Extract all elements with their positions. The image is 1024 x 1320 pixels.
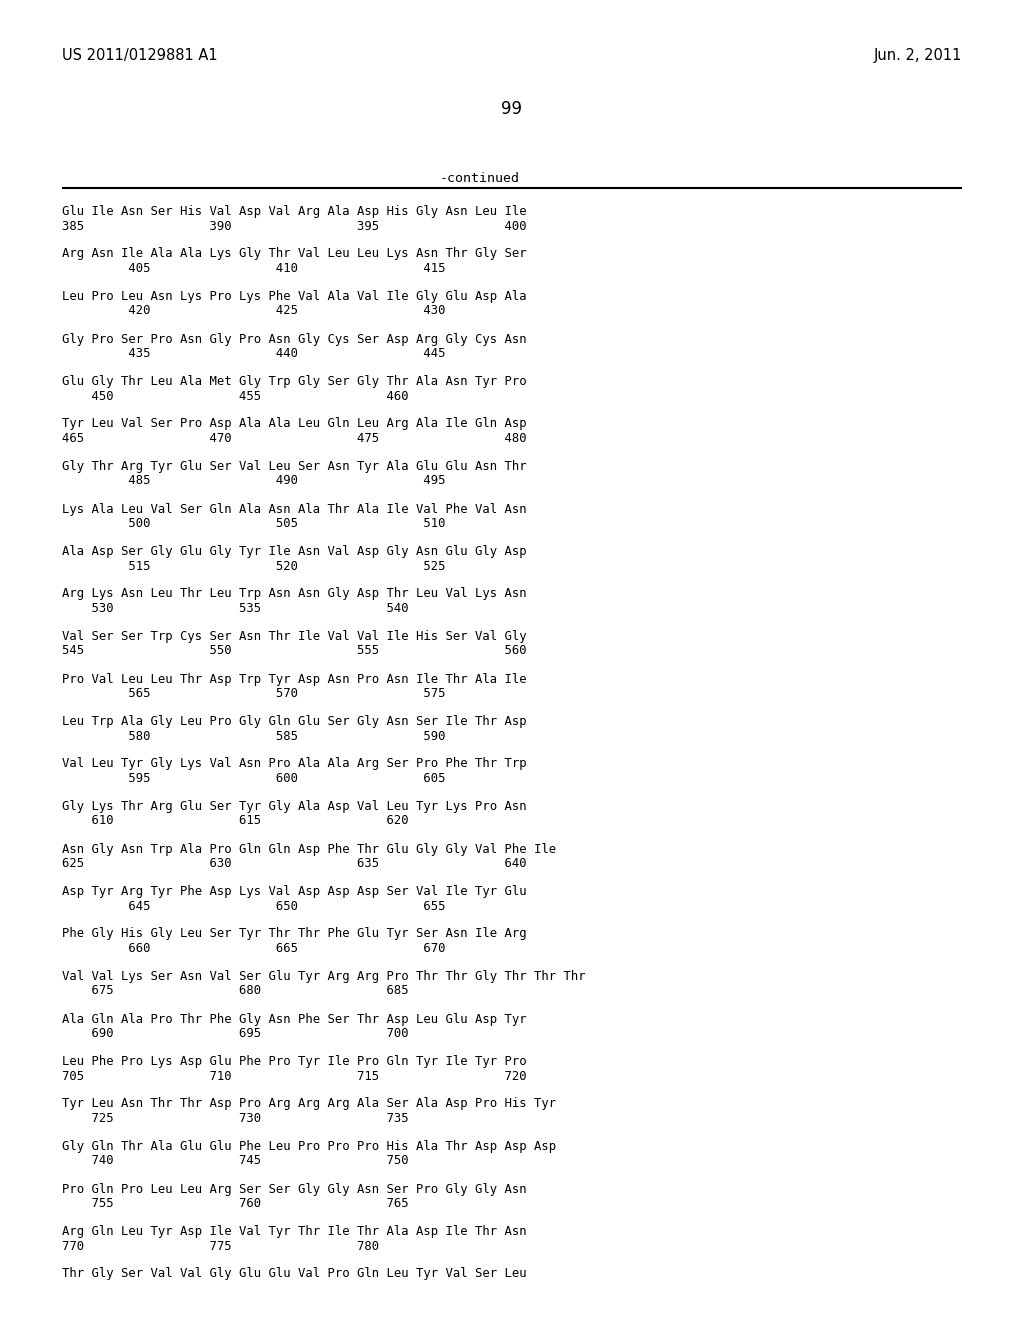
Text: 450                 455                 460: 450 455 460 <box>62 389 409 403</box>
Text: Gly Lys Thr Arg Glu Ser Tyr Gly Ala Asp Val Leu Tyr Lys Pro Asn: Gly Lys Thr Arg Glu Ser Tyr Gly Ala Asp … <box>62 800 526 813</box>
Text: Arg Gln Leu Tyr Asp Ile Val Tyr Thr Ile Thr Ala Asp Ile Thr Asn: Arg Gln Leu Tyr Asp Ile Val Tyr Thr Ile … <box>62 1225 526 1238</box>
Text: Thr Gly Ser Val Val Gly Glu Glu Val Pro Gln Leu Tyr Val Ser Leu: Thr Gly Ser Val Val Gly Glu Glu Val Pro … <box>62 1267 526 1280</box>
Text: Gly Gln Thr Ala Glu Glu Phe Leu Pro Pro Pro His Ala Thr Asp Asp Asp: Gly Gln Thr Ala Glu Glu Phe Leu Pro Pro … <box>62 1140 556 1152</box>
Text: Arg Lys Asn Leu Thr Leu Trp Asn Asn Gly Asp Thr Leu Val Lys Asn: Arg Lys Asn Leu Thr Leu Trp Asn Asn Gly … <box>62 587 526 601</box>
Text: US 2011/0129881 A1: US 2011/0129881 A1 <box>62 48 218 63</box>
Text: Val Leu Tyr Gly Lys Val Asn Pro Ala Ala Arg Ser Pro Phe Thr Trp: Val Leu Tyr Gly Lys Val Asn Pro Ala Ala … <box>62 758 526 771</box>
Text: 660                 665                 670: 660 665 670 <box>62 942 445 954</box>
Text: 580                 585                 590: 580 585 590 <box>62 730 445 742</box>
Text: Leu Pro Leu Asn Lys Pro Lys Phe Val Ala Val Ile Gly Glu Asp Ala: Leu Pro Leu Asn Lys Pro Lys Phe Val Ala … <box>62 290 526 304</box>
Text: 705                 710                 715                 720: 705 710 715 720 <box>62 1069 526 1082</box>
Text: 740                 745                 750: 740 745 750 <box>62 1155 409 1167</box>
Text: 755                 760                 765: 755 760 765 <box>62 1197 409 1210</box>
Text: 515                 520                 525: 515 520 525 <box>62 560 445 573</box>
Text: 610                 615                 620: 610 615 620 <box>62 814 409 828</box>
Text: 385                 390                 395                 400: 385 390 395 400 <box>62 219 526 232</box>
Text: 645                 650                 655: 645 650 655 <box>62 899 445 912</box>
Text: Lys Ala Leu Val Ser Gln Ala Asn Ala Thr Ala Ile Val Phe Val Asn: Lys Ala Leu Val Ser Gln Ala Asn Ala Thr … <box>62 503 526 516</box>
Text: Asp Tyr Arg Tyr Phe Asp Lys Val Asp Asp Asp Ser Val Ile Tyr Glu: Asp Tyr Arg Tyr Phe Asp Lys Val Asp Asp … <box>62 884 526 898</box>
Text: 625                 630                 635                 640: 625 630 635 640 <box>62 857 526 870</box>
Text: Tyr Leu Val Ser Pro Asp Ala Ala Leu Gln Leu Arg Ala Ile Gln Asp: Tyr Leu Val Ser Pro Asp Ala Ala Leu Gln … <box>62 417 526 430</box>
Text: 565                 570                 575: 565 570 575 <box>62 686 445 700</box>
Text: 530                 535                 540: 530 535 540 <box>62 602 409 615</box>
Text: Glu Gly Thr Leu Ala Met Gly Trp Gly Ser Gly Thr Ala Asn Tyr Pro: Glu Gly Thr Leu Ala Met Gly Trp Gly Ser … <box>62 375 526 388</box>
Text: Glu Ile Asn Ser His Val Asp Val Arg Ala Asp His Gly Asn Leu Ile: Glu Ile Asn Ser His Val Asp Val Arg Ala … <box>62 205 526 218</box>
Text: 500                 505                 510: 500 505 510 <box>62 517 445 531</box>
Text: Ala Asp Ser Gly Glu Gly Tyr Ile Asn Val Asp Gly Asn Glu Gly Asp: Ala Asp Ser Gly Glu Gly Tyr Ile Asn Val … <box>62 545 526 558</box>
Text: 675                 680                 685: 675 680 685 <box>62 985 409 998</box>
Text: 770                 775                 780: 770 775 780 <box>62 1239 379 1253</box>
Text: 485                 490                 495: 485 490 495 <box>62 474 445 487</box>
Text: Leu Phe Pro Lys Asp Glu Phe Pro Tyr Ile Pro Gln Tyr Ile Tyr Pro: Leu Phe Pro Lys Asp Glu Phe Pro Tyr Ile … <box>62 1055 526 1068</box>
Text: Val Val Lys Ser Asn Val Ser Glu Tyr Arg Arg Pro Thr Thr Gly Thr Thr Thr: Val Val Lys Ser Asn Val Ser Glu Tyr Arg … <box>62 970 586 983</box>
Text: 465                 470                 475                 480: 465 470 475 480 <box>62 432 526 445</box>
Text: Ala Gln Ala Pro Thr Phe Gly Asn Phe Ser Thr Asp Leu Glu Asp Tyr: Ala Gln Ala Pro Thr Phe Gly Asn Phe Ser … <box>62 1012 526 1026</box>
Text: Jun. 2, 2011: Jun. 2, 2011 <box>873 48 962 63</box>
Text: 420                 425                 430: 420 425 430 <box>62 305 445 318</box>
Text: Val Ser Ser Trp Cys Ser Asn Thr Ile Val Val Ile His Ser Val Gly: Val Ser Ser Trp Cys Ser Asn Thr Ile Val … <box>62 630 526 643</box>
Text: Tyr Leu Asn Thr Thr Asp Pro Arg Arg Arg Ala Ser Ala Asp Pro His Tyr: Tyr Leu Asn Thr Thr Asp Pro Arg Arg Arg … <box>62 1097 556 1110</box>
Text: Pro Val Leu Leu Thr Asp Trp Tyr Asp Asn Pro Asn Ile Thr Ala Ile: Pro Val Leu Leu Thr Asp Trp Tyr Asp Asn … <box>62 672 526 685</box>
Text: Arg Asn Ile Ala Ala Lys Gly Thr Val Leu Leu Lys Asn Thr Gly Ser: Arg Asn Ile Ala Ala Lys Gly Thr Val Leu … <box>62 248 526 260</box>
Text: 725                 730                 735: 725 730 735 <box>62 1111 409 1125</box>
Text: 405                 410                 415: 405 410 415 <box>62 261 445 275</box>
Text: Asn Gly Asn Trp Ala Pro Gln Gln Asp Phe Thr Glu Gly Gly Val Phe Ile: Asn Gly Asn Trp Ala Pro Gln Gln Asp Phe … <box>62 842 556 855</box>
Text: Phe Gly His Gly Leu Ser Tyr Thr Thr Phe Glu Tyr Ser Asn Ile Arg: Phe Gly His Gly Leu Ser Tyr Thr Thr Phe … <box>62 928 526 940</box>
Text: 690                 695                 700: 690 695 700 <box>62 1027 409 1040</box>
Text: -continued: -continued <box>440 172 520 185</box>
Text: Gly Thr Arg Tyr Glu Ser Val Leu Ser Asn Tyr Ala Glu Glu Asn Thr: Gly Thr Arg Tyr Glu Ser Val Leu Ser Asn … <box>62 459 526 473</box>
Text: 545                 550                 555                 560: 545 550 555 560 <box>62 644 526 657</box>
Text: Leu Trp Ala Gly Leu Pro Gly Gln Glu Ser Gly Asn Ser Ile Thr Asp: Leu Trp Ala Gly Leu Pro Gly Gln Glu Ser … <box>62 715 526 729</box>
Text: 435                 440                 445: 435 440 445 <box>62 347 445 360</box>
Text: Gly Pro Ser Pro Asn Gly Pro Asn Gly Cys Ser Asp Arg Gly Cys Asn: Gly Pro Ser Pro Asn Gly Pro Asn Gly Cys … <box>62 333 526 346</box>
Text: 99: 99 <box>502 100 522 117</box>
Text: 595                 600                 605: 595 600 605 <box>62 772 445 785</box>
Text: Pro Gln Pro Leu Leu Arg Ser Ser Gly Gly Asn Ser Pro Gly Gly Asn: Pro Gln Pro Leu Leu Arg Ser Ser Gly Gly … <box>62 1183 526 1196</box>
